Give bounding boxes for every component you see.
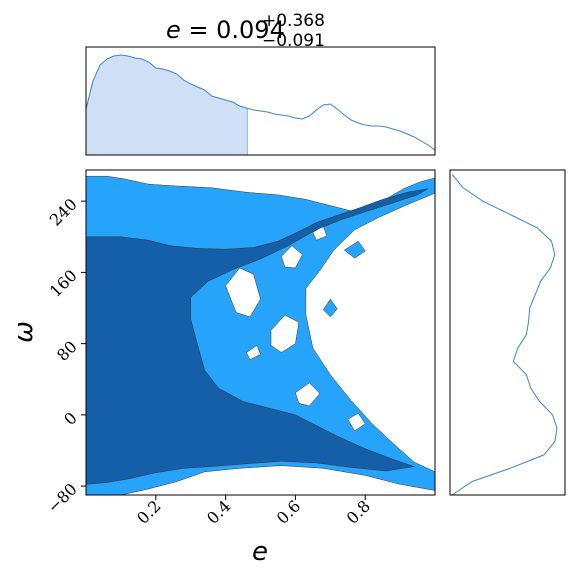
joint-frame [85,169,436,496]
title-value: 0.094 [216,16,285,44]
y-tick-label: 240 [46,195,81,230]
y-tick-label: 160 [46,266,81,301]
y-axis: −80 0 80 160 240 [44,195,86,517]
title-upper-error: +0.368 [262,11,325,31]
y-axis-label: ω [9,321,39,343]
x-tick-label: 0.4 [203,496,234,527]
x-tick-label: 0.2 [133,496,164,527]
marginal-e-curve [85,54,436,151]
marginal-omega-panel [449,169,566,496]
joint-panel [86,175,435,495]
x-tick-label: 0.8 [343,496,374,527]
chart-title: e = 0.094 [166,16,285,44]
marginal-e-frame [85,46,436,156]
y-tick-label: 0 [60,408,81,429]
title-prefix: = [181,16,216,44]
title-symbol: e [166,16,181,44]
contour-inner-level [86,188,429,485]
marginal-omega-frame [449,169,566,496]
x-axis: 0.2 0.4 0.6 0.8 [133,495,374,528]
title-lower-error: −0.091 [262,31,325,51]
x-axis-label: e [252,537,268,567]
x-tick-label: 0.6 [273,496,304,527]
marginal-omega-curve [451,174,558,496]
y-tick-label: 80 [53,337,81,365]
y-tick-label: −80 [44,479,81,516]
marginal-e-panel [85,46,436,156]
